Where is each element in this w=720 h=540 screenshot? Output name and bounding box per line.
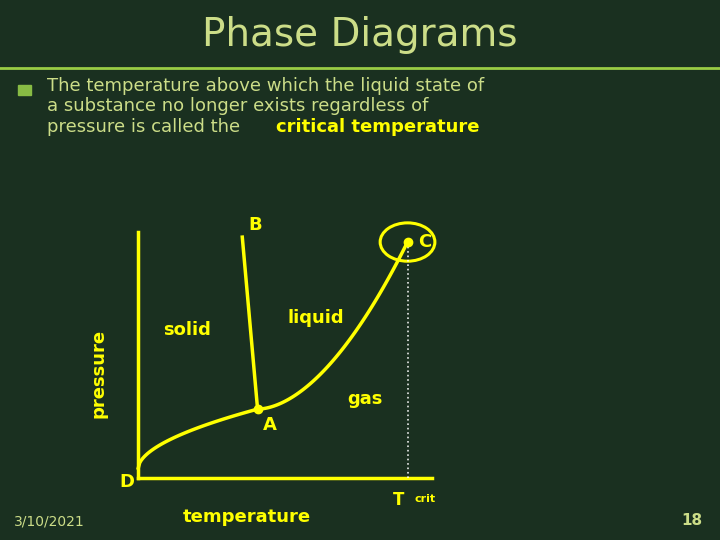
Text: gas: gas [347,390,382,408]
Text: T: T [392,491,404,509]
Text: D: D [120,474,135,491]
Text: solid: solid [163,321,211,340]
Text: 3/10/2021: 3/10/2021 [14,514,85,528]
Text: liquid: liquid [287,309,344,327]
Text: C: C [418,233,431,251]
Text: crit: crit [415,494,436,504]
Text: 18: 18 [681,513,702,528]
Bar [18,85,31,94]
Text: critical temperature: critical temperature [276,118,480,136]
Text: pressure is called the: pressure is called the [47,118,246,136]
Text: a substance no longer exists regardless of: a substance no longer exists regardless … [47,97,428,115]
Text: pressure: pressure [90,329,108,418]
Text: temperature: temperature [183,508,311,525]
Text: Phase Diagrams: Phase Diagrams [202,16,518,54]
Text: B: B [248,217,261,234]
Text: A: A [264,416,277,434]
Text: The temperature above which the liquid state of: The temperature above which the liquid s… [47,77,484,94]
